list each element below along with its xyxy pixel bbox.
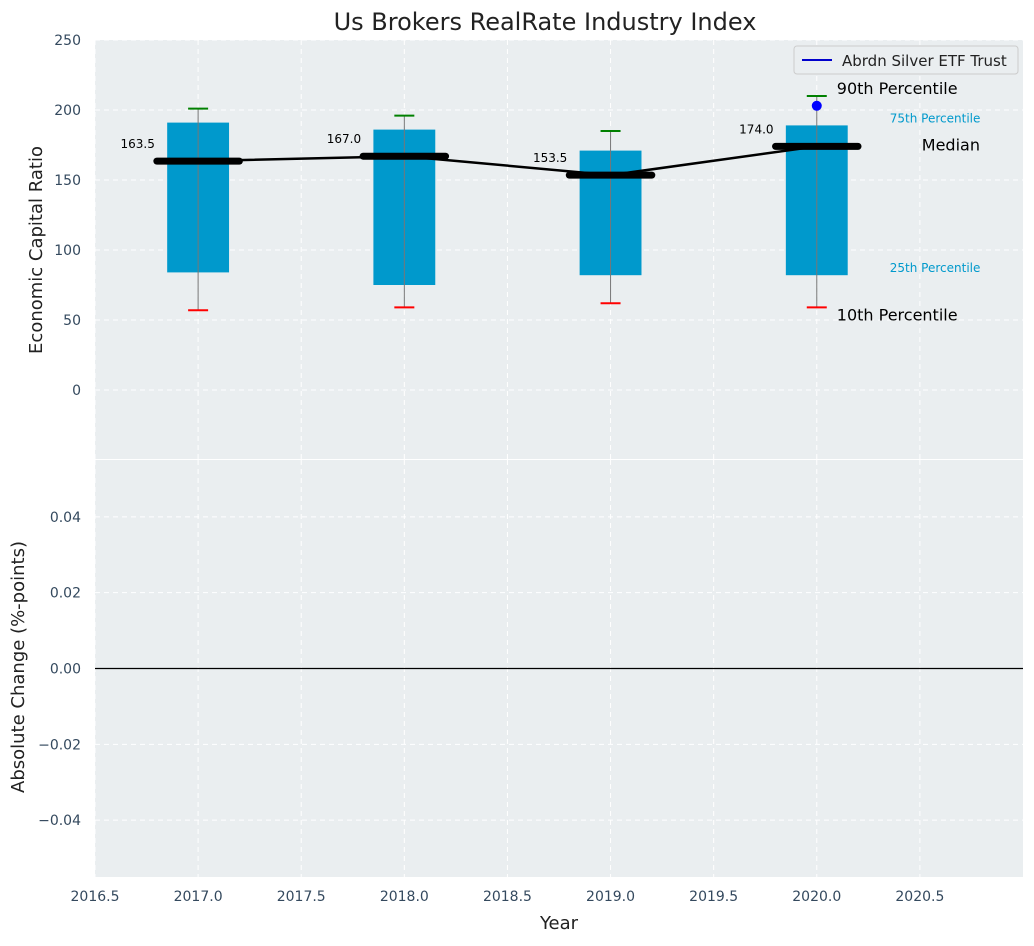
y-tick-label-top: 100 (54, 243, 81, 259)
legend-box (793, 45, 1019, 75)
x-tick-label: 2017.5 (277, 889, 326, 905)
y-tick-label-bottom: 0.04 (50, 510, 81, 526)
median-value-label: 167.0 (327, 132, 361, 146)
y-tick-label-bottom: 0.00 (50, 662, 81, 678)
annotation-p75: 75th Percentile (890, 111, 981, 125)
x-axis-label: Year (539, 913, 579, 934)
x-tick-label: 2018.5 (483, 889, 532, 905)
x-tick-label: 2016.5 (71, 889, 120, 905)
y-tick-label-top: 200 (54, 103, 81, 119)
bottom-panel: −0.04 −0.02 0.00 0.02 0.04 2016.5 2017.0 2017.5… (38, 460, 1023, 905)
legend: Abrdn Silver ETF Trust (793, 45, 1019, 75)
y-tick-label-bottom: 0.02 (50, 586, 81, 602)
x-tick-label: 2019.5 (689, 889, 738, 905)
x-tick-label: 2020.0 (792, 889, 841, 905)
x-tick-label: 2020.5 (895, 889, 944, 905)
y-tick-label-top: 150 (54, 173, 81, 189)
legend-label: Abrdn Silver ETF Trust (842, 52, 1007, 70)
y-tick-label-top: 50 (63, 313, 81, 329)
annotation-p10: 10th Percentile (837, 305, 958, 324)
median-trend-line (198, 145, 817, 177)
annotation-p25: 25th Percentile (890, 261, 981, 275)
annotation-median: Median (922, 135, 980, 154)
y-axis-label-bottom: Absolute Change (%-points) (8, 541, 29, 793)
x-tick-label: 2018.0 (380, 889, 429, 905)
chart-title: Us Brokers RealRate Industry Index (334, 8, 757, 36)
median-value-label: 163.5 (121, 137, 155, 151)
series-point (811, 100, 822, 111)
y-tick-label-top: 250 (54, 33, 81, 49)
y-axis-label-top: Economic Capital Ratio (26, 146, 47, 354)
y-tick-label-top: 0 (72, 383, 81, 399)
y-tick-label-bottom: −0.04 (38, 813, 81, 829)
median-value-label: 174.0 (739, 122, 773, 136)
annotation-p90: 90th Percentile (837, 79, 958, 98)
y-tick-label-bottom: −0.02 (38, 737, 81, 753)
top-panel: 0 50 100 150 200 250 163.5 167.0 153.5 174.0 90th … (54, 33, 1023, 461)
x-tick-label: 2017.0 (174, 889, 223, 905)
median-value-label: 153.5 (533, 151, 567, 165)
x-tick-label: 2019.0 (586, 889, 635, 905)
